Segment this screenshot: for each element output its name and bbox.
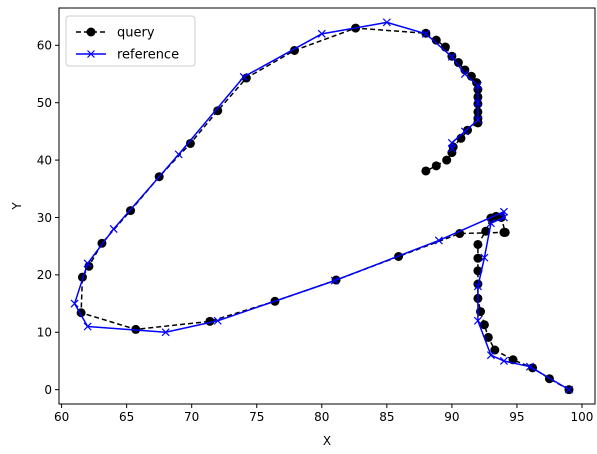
point-reference	[447, 138, 456, 147]
point-reference	[70, 299, 79, 308]
y-axis-label: Y	[10, 202, 24, 211]
point-query	[473, 118, 483, 128]
point-query	[483, 332, 493, 342]
point-query	[479, 320, 489, 330]
series-reference	[70, 18, 574, 394]
x-tick-label: 65	[119, 410, 134, 424]
y-tick-label: 20	[37, 268, 52, 282]
legend-query-marker	[86, 27, 96, 37]
x-tick-label: 100	[571, 410, 594, 424]
legend-reference-marker	[87, 50, 95, 58]
point-reference	[473, 98, 482, 107]
x-tick-label: 90	[444, 410, 459, 424]
point-query	[447, 148, 457, 158]
x-tick-label: 95	[509, 410, 524, 424]
x-tick-label: 85	[379, 410, 394, 424]
y-tick-label: 30	[37, 211, 52, 225]
point-reference	[382, 18, 391, 27]
x-ticks: 60 65 70 75 80 85 90 95 100	[54, 404, 593, 424]
point-reference	[447, 52, 456, 61]
point-reference	[239, 72, 248, 81]
legend-reference-label: reference	[117, 48, 179, 63]
point-query	[473, 253, 483, 263]
point-reference	[564, 385, 574, 394]
point-query	[473, 239, 483, 249]
point-query	[431, 161, 441, 171]
point-reference	[473, 115, 482, 124]
point-reference	[480, 253, 489, 262]
x-tick-label: 60	[54, 410, 69, 424]
point-reference	[109, 224, 118, 233]
point-query	[490, 345, 500, 355]
plot-frame	[58, 7, 596, 405]
plot-area	[59, 8, 595, 404]
point-reference	[473, 81, 482, 90]
y-tick-label: 10	[37, 326, 52, 340]
point-reference	[525, 362, 534, 371]
point-reference	[213, 316, 222, 325]
point-reference	[499, 356, 508, 365]
y-ticks: 0 10 20 30 40 50 60	[37, 39, 59, 397]
x-tick-label: 75	[249, 410, 264, 424]
series-layer	[70, 18, 574, 395]
point-query	[213, 106, 223, 116]
legend: query reference	[65, 15, 196, 67]
point-reference	[499, 207, 508, 216]
point-reference	[473, 316, 482, 325]
point-query	[455, 229, 465, 239]
point-reference	[447, 144, 456, 153]
x-tick-label: 80	[314, 410, 329, 424]
point-reference	[460, 127, 469, 136]
y-tick-label: 60	[37, 39, 52, 53]
point-query	[481, 226, 491, 236]
point-reference	[486, 219, 495, 228]
point-query	[442, 155, 452, 165]
point-query	[185, 138, 195, 148]
point-reference	[460, 69, 469, 79]
point-query	[453, 58, 463, 68]
point-reference	[434, 236, 443, 245]
point-reference	[317, 29, 326, 38]
legend-query-label: query	[117, 26, 155, 41]
point-reference	[499, 213, 508, 222]
y-tick-label: 0	[44, 383, 52, 397]
point-reference	[161, 328, 170, 337]
point-reference	[421, 29, 430, 38]
point-reference	[83, 259, 92, 268]
point-reference	[486, 351, 495, 360]
x-tick-label: 70	[184, 410, 199, 424]
point-query	[431, 35, 441, 45]
y-tick-label: 50	[37, 96, 52, 110]
point-reference	[174, 150, 183, 159]
point-reference	[473, 282, 482, 291]
point-query	[421, 166, 431, 176]
point-reference	[83, 322, 92, 331]
axes-layer	[58, 7, 596, 405]
x-axis-label: X	[323, 434, 331, 448]
point-reference	[330, 276, 339, 285]
y-tick-label: 40	[37, 153, 52, 167]
point-query	[499, 227, 509, 237]
